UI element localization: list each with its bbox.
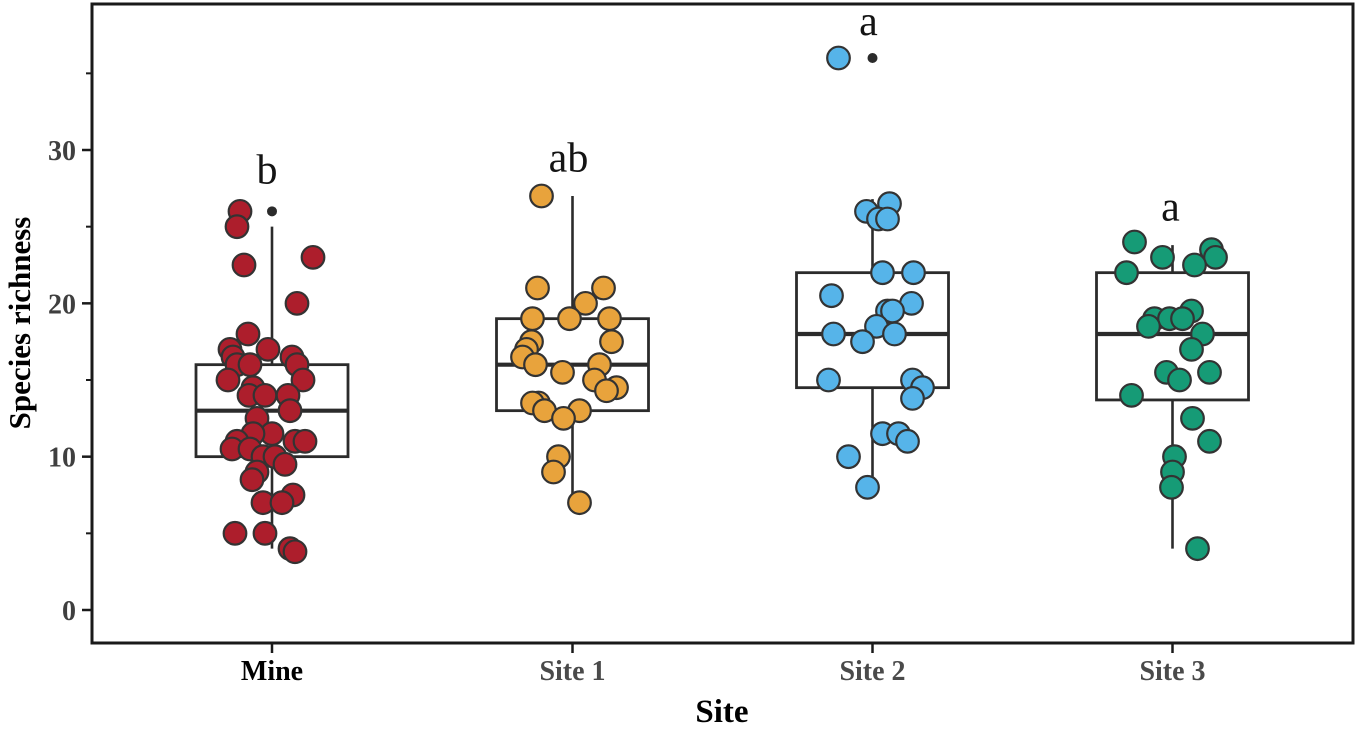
- data-point: [573, 290, 598, 316]
- data-point: [1150, 244, 1175, 270]
- data-point: [290, 367, 316, 393]
- y-tick-label: 30: [48, 136, 76, 167]
- data-point: [882, 321, 907, 347]
- y-axis-title: Species richness: [2, 217, 37, 430]
- data-point: [1159, 474, 1184, 500]
- data-point: [237, 352, 263, 378]
- data-point: [821, 321, 846, 347]
- data-point: [1122, 229, 1147, 255]
- data-point: [594, 378, 619, 404]
- data-point: [525, 275, 550, 301]
- data-point: [541, 459, 566, 485]
- data-point: [277, 398, 303, 424]
- data-point: [826, 45, 851, 71]
- data-point: [1167, 367, 1192, 393]
- data-point: [1185, 536, 1210, 562]
- x-tick-label-site-1: Site 1: [539, 656, 605, 687]
- data-point: [1203, 244, 1228, 270]
- data-point: [272, 451, 298, 477]
- data-point: [222, 520, 248, 546]
- x-tick-label-site-2: Site 2: [839, 656, 905, 687]
- data-point: [1114, 260, 1139, 286]
- data-point: [255, 336, 281, 362]
- data-point: [252, 520, 278, 546]
- data-point: [1179, 336, 1204, 362]
- data-point: [550, 359, 575, 385]
- data-point: [597, 306, 622, 332]
- data-point: [300, 244, 326, 270]
- data-point: [235, 321, 261, 347]
- data-point: [1136, 313, 1161, 339]
- data-point: [1119, 382, 1144, 408]
- data-point: [215, 367, 241, 393]
- data-point: [850, 329, 875, 355]
- data-point: [591, 275, 616, 301]
- data-point: [599, 329, 624, 355]
- y-tick-label: 0: [62, 596, 76, 627]
- data-point: [855, 474, 880, 500]
- data-point: [224, 214, 250, 240]
- data-point: [870, 260, 895, 286]
- x-tick-label-mine: Mine: [241, 656, 303, 687]
- significance-letter: ab: [549, 135, 589, 181]
- data-point: [269, 490, 295, 516]
- data-point: [836, 444, 861, 470]
- outlier-dot: [867, 53, 878, 64]
- data-point: [231, 252, 257, 278]
- data-point: [901, 260, 926, 286]
- data-point: [1197, 428, 1222, 454]
- data-point: [816, 367, 841, 393]
- x-tick-label-site-3: Site 3: [1139, 656, 1205, 687]
- data-point: [284, 290, 310, 316]
- data-point: [819, 283, 844, 309]
- x-axis-title: Site: [695, 694, 748, 730]
- data-point: [292, 428, 318, 454]
- data-point: [557, 306, 582, 332]
- data-point: [529, 183, 554, 209]
- data-point: [900, 386, 925, 411]
- data-point: [1170, 306, 1195, 332]
- significance-letter: b: [257, 148, 278, 194]
- data-point: [895, 428, 920, 454]
- outlier-dot: [267, 206, 277, 217]
- plot-area: 0 10 20 30 Mine Site 1 Site 2 Site 3 b ab a a: [48, 0, 1355, 687]
- data-point: [239, 467, 265, 493]
- data-point: [523, 352, 548, 378]
- data-point: [252, 382, 278, 408]
- data-point: [567, 490, 592, 516]
- y-tick-label: 20: [48, 289, 76, 320]
- significance-letter: a: [1161, 185, 1180, 231]
- data-point: [551, 405, 576, 431]
- data-point: [1180, 405, 1205, 431]
- data-point: [282, 539, 308, 565]
- data-point: [1197, 359, 1222, 385]
- data-point: [875, 206, 900, 232]
- data-point: [520, 306, 545, 332]
- data-point: [1182, 252, 1207, 278]
- significance-letter: a: [859, 0, 878, 45]
- y-tick-label: 10: [48, 443, 76, 474]
